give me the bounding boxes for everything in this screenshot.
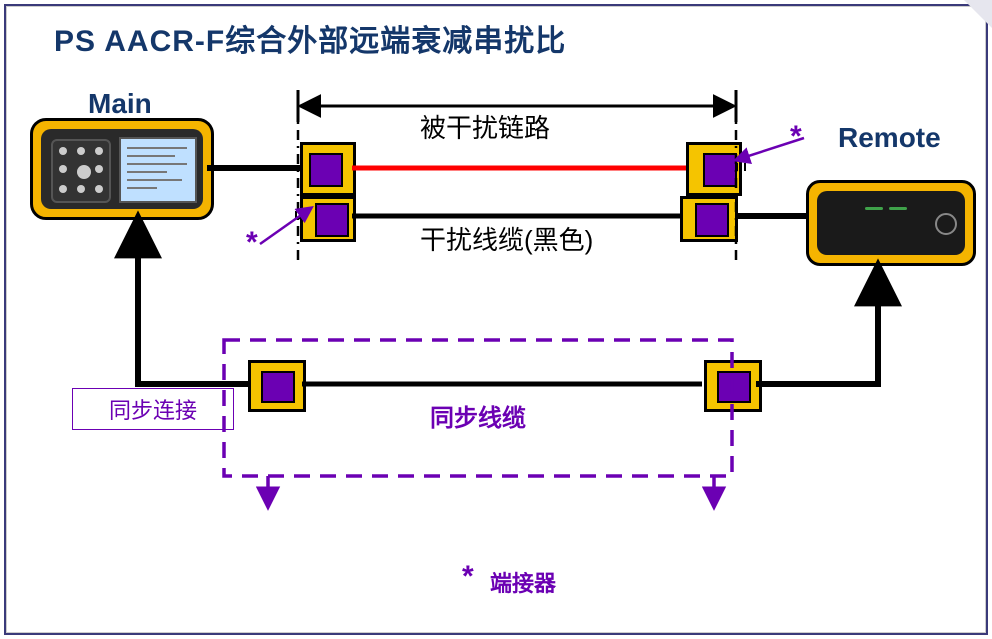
- disturber-cable-label: 干扰线缆(黑色): [420, 220, 593, 257]
- remote-tester-device: [806, 180, 976, 266]
- legend-asterisk-icon: *: [462, 560, 474, 594]
- corner-curl: [964, 0, 992, 28]
- sync-connection-label: 同步连接: [109, 393, 197, 425]
- j-mid-right: [680, 196, 738, 242]
- terminator-asterisk-left-icon: *: [246, 226, 258, 260]
- diagram-title: PS AACR-F综合外部远端衰减串扰比: [54, 16, 566, 60]
- main-label: Main: [88, 88, 152, 120]
- terminator-asterisk-right-icon: *: [790, 120, 802, 154]
- j-mid-left: [300, 196, 356, 242]
- j-sync-left: [248, 360, 306, 412]
- j-top-right: [686, 142, 742, 196]
- remote-label: Remote: [838, 122, 941, 154]
- sync-cable-label: 同步线缆: [430, 398, 526, 433]
- disturbed-link-label: 被干扰链路: [420, 108, 550, 145]
- legend-terminator-label: 端接器: [490, 566, 556, 598]
- j-top-left: [300, 142, 356, 196]
- main-tester-device: [30, 118, 214, 220]
- j-sync-right: [704, 360, 762, 412]
- sync-connection-box: 同步连接: [72, 388, 234, 430]
